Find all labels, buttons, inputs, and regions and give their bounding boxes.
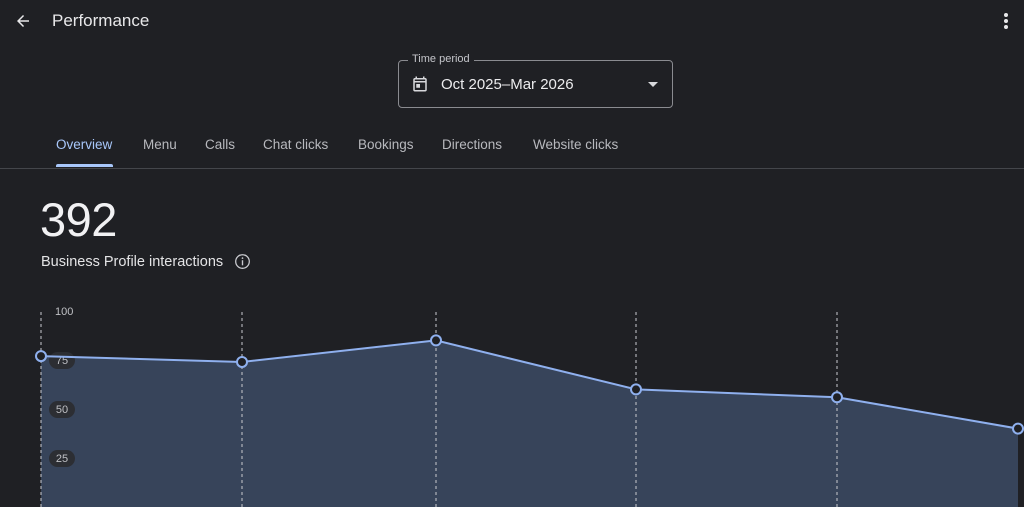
y-tick-label: 75 <box>56 355 68 367</box>
interactions-chart: 100 75 50 25 <box>35 306 1024 507</box>
area-fill <box>41 340 1018 507</box>
page-title: Performance <box>52 11 150 30</box>
time-period-value: Oct 2025–Mar 2026 <box>441 76 574 93</box>
top-app-bar: Performance <box>0 0 1024 42</box>
tab-bar: Overview Menu Calls Chat clicks Bookings… <box>0 126 1024 169</box>
y-tick-label: 50 <box>56 404 68 416</box>
interactions-label: Business Profile interactions <box>41 254 224 270</box>
dropdown-arrow-icon <box>648 82 658 87</box>
more-vert-icon <box>1004 13 1008 29</box>
calendar-icon <box>413 76 427 92</box>
data-point[interactable] <box>236 355 248 368</box>
data-point[interactable] <box>430 334 442 347</box>
y-tick-label: 100 <box>55 306 73 318</box>
time-period-select[interactable]: Time period Oct 2025–Mar 2026 <box>398 53 673 108</box>
more-options-button[interactable] <box>994 8 1018 34</box>
tab-website-clicks[interactable]: Website clicks <box>533 137 619 152</box>
data-point[interactable] <box>1012 422 1024 435</box>
series-line <box>40 339 1019 430</box>
tab-bookings[interactable]: Bookings <box>358 137 414 152</box>
arrow-back-icon <box>17 15 29 27</box>
tab-directions[interactable]: Directions <box>442 137 503 152</box>
y-tick-background <box>49 450 75 467</box>
active-tab-indicator <box>56 164 113 167</box>
tab-calls[interactable]: Calls <box>205 137 236 152</box>
info-icon[interactable] <box>234 253 251 270</box>
data-point[interactable] <box>831 391 843 404</box>
data-point[interactable] <box>630 383 642 396</box>
tab-menu[interactable]: Menu <box>143 137 177 152</box>
y-tick-background <box>49 401 75 418</box>
back-button[interactable] <box>10 8 36 34</box>
interactions-total: 392 <box>40 193 117 246</box>
tab-chat-clicks[interactable]: Chat clicks <box>263 137 329 152</box>
tab-overview[interactable]: Overview <box>56 137 113 152</box>
time-period-label: Time period <box>408 53 474 65</box>
y-tick-label: 25 <box>56 453 68 465</box>
data-point[interactable] <box>35 350 47 363</box>
